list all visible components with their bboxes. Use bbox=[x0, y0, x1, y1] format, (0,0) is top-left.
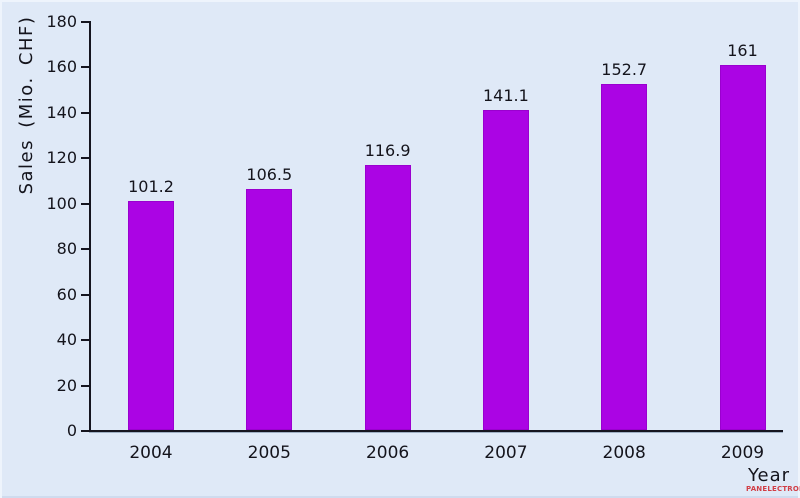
y-tick-label: 180 bbox=[46, 12, 77, 31]
y-tick-label: 140 bbox=[46, 102, 77, 122]
y-tick-mark bbox=[81, 66, 90, 69]
x-category-label: 2006 bbox=[365, 443, 410, 463]
y-tick-mark bbox=[81, 430, 90, 432]
y-tick-mark bbox=[81, 293, 90, 296]
y-tick-label: 0 bbox=[66, 421, 77, 440]
y-tick-mark bbox=[81, 202, 90, 205]
bar-2009 bbox=[719, 65, 766, 430]
bar-value-label: 106.5 bbox=[246, 165, 293, 184]
bar-value-label: 101.2 bbox=[128, 177, 174, 196]
bar-value-label: 152.7 bbox=[601, 60, 648, 79]
y-tick-mark bbox=[81, 339, 90, 342]
y-tick-mark bbox=[81, 384, 90, 387]
y-tick-label: 20 bbox=[56, 375, 77, 395]
y-tick-label: 120 bbox=[46, 148, 77, 168]
bar-2008 bbox=[601, 84, 648, 430]
x-category-label: 2005 bbox=[247, 443, 291, 463]
x-category-label: 2009 bbox=[720, 443, 765, 463]
bar-value-label: 141.1 bbox=[482, 86, 529, 105]
bar-2007 bbox=[482, 110, 529, 430]
watermark-text: PANELECTRON bbox=[746, 485, 800, 493]
bar-value-label: 116.9 bbox=[364, 141, 411, 160]
x-axis-title: Year bbox=[747, 465, 791, 486]
x-category-label: 2007 bbox=[484, 443, 528, 463]
y-tick-mark bbox=[81, 157, 90, 160]
y-tick-label: 40 bbox=[56, 330, 77, 350]
x-axis-line bbox=[89, 430, 783, 433]
bar-2005 bbox=[246, 189, 293, 430]
y-axis-line bbox=[89, 21, 91, 432]
y-tick-mark bbox=[81, 111, 90, 114]
y-tick-mark bbox=[81, 248, 90, 251]
y-tick-label: 60 bbox=[56, 284, 77, 304]
x-category-label: 2004 bbox=[129, 443, 173, 463]
y-tick-mark bbox=[81, 21, 90, 23]
bar-2006 bbox=[364, 165, 411, 430]
bar-value-label: 161 bbox=[727, 41, 758, 60]
y-tick-label: 160 bbox=[46, 57, 77, 77]
y-tick-label: 80 bbox=[56, 239, 77, 259]
bar-2004 bbox=[128, 201, 174, 430]
x-category-label: 2008 bbox=[602, 443, 646, 463]
y-tick-label: 100 bbox=[46, 193, 77, 213]
